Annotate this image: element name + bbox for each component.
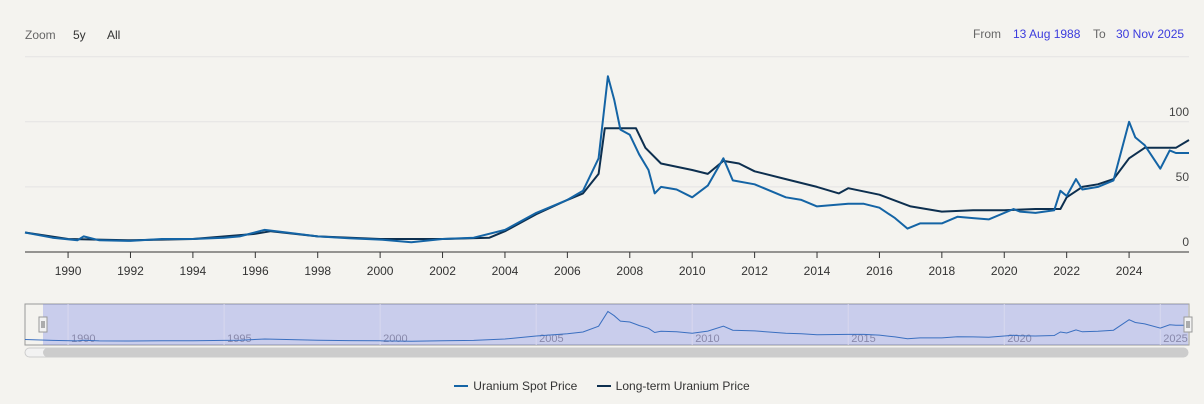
x-tick-label: 1992: [117, 264, 144, 278]
y-tick-label: 50: [1176, 170, 1190, 184]
legend: Uranium Spot Price Long-term Uranium Pri…: [0, 376, 1204, 393]
y-tick-label: 100: [1169, 105, 1189, 119]
x-tick-label: 2006: [554, 264, 581, 278]
navigator-label: 1995: [227, 333, 251, 345]
zoom-label: Zoom: [25, 28, 56, 42]
legend-swatch: [454, 385, 469, 387]
zoom-all-button[interactable]: All: [107, 28, 121, 42]
handle-grip-icon: [41, 321, 45, 328]
series-line-long-term-uranium-price: [24, 127, 1190, 242]
x-tick-label: 2014: [804, 264, 831, 278]
legend-label: Uranium Spot Price: [473, 379, 578, 393]
navigator-label: 2025: [1163, 333, 1187, 345]
x-tick-label: 2016: [866, 264, 893, 278]
navigator-label: 2000: [383, 333, 407, 345]
y-tick-label: 0: [1182, 235, 1189, 249]
x-tick-label: 2004: [492, 264, 519, 278]
x-tick-label: 2002: [429, 264, 456, 278]
from-date-input[interactable]: 13 Aug 1988: [1013, 27, 1081, 41]
zoom-5y-button[interactable]: 5y: [73, 28, 86, 42]
navigator-series-line: [24, 310, 1189, 342]
navigator-label: 2015: [851, 333, 875, 345]
x-tick-label: 2022: [1053, 264, 1080, 278]
x-tick-label: 2012: [741, 264, 768, 278]
from-label: From: [973, 27, 1001, 41]
scrollbar-thumb[interactable]: [43, 348, 1188, 357]
x-tick-label: 1998: [304, 264, 331, 278]
legend-item-spot[interactable]: Uranium Spot Price: [454, 379, 577, 393]
navigator-label: 1990: [71, 333, 95, 345]
series-line-uranium-spot-price: [24, 75, 1189, 244]
navigator-selected-range[interactable]: [43, 304, 1188, 345]
x-tick-label: 2024: [1116, 264, 1143, 278]
navigator-label: 2010: [695, 333, 719, 345]
navigator-left-handle[interactable]: [38, 316, 48, 333]
x-tick-label: 1996: [242, 264, 269, 278]
x-tick-label: 1990: [55, 264, 82, 278]
legend-swatch: [596, 385, 611, 387]
to-date-input[interactable]: 30 Nov 2025: [1116, 27, 1185, 41]
navigator-label: 2005: [539, 333, 563, 345]
x-tick-label: 2018: [928, 264, 955, 278]
x-tick-label: 2020: [991, 264, 1018, 278]
to-label: To: [1093, 27, 1106, 41]
legend-label: Long-term Uranium Price: [615, 379, 750, 393]
x-tick-label: 2008: [616, 264, 643, 278]
x-tick-label: 2000: [367, 264, 394, 278]
legend-item-longterm[interactable]: Long-term Uranium Price: [596, 379, 750, 393]
x-tick-label: 2010: [679, 264, 706, 278]
x-tick-label: 1994: [180, 264, 207, 278]
handle-grip-icon: [1186, 321, 1190, 328]
navigator-right-handle[interactable]: [1183, 316, 1193, 333]
navigator-label: 2020: [1007, 333, 1031, 345]
